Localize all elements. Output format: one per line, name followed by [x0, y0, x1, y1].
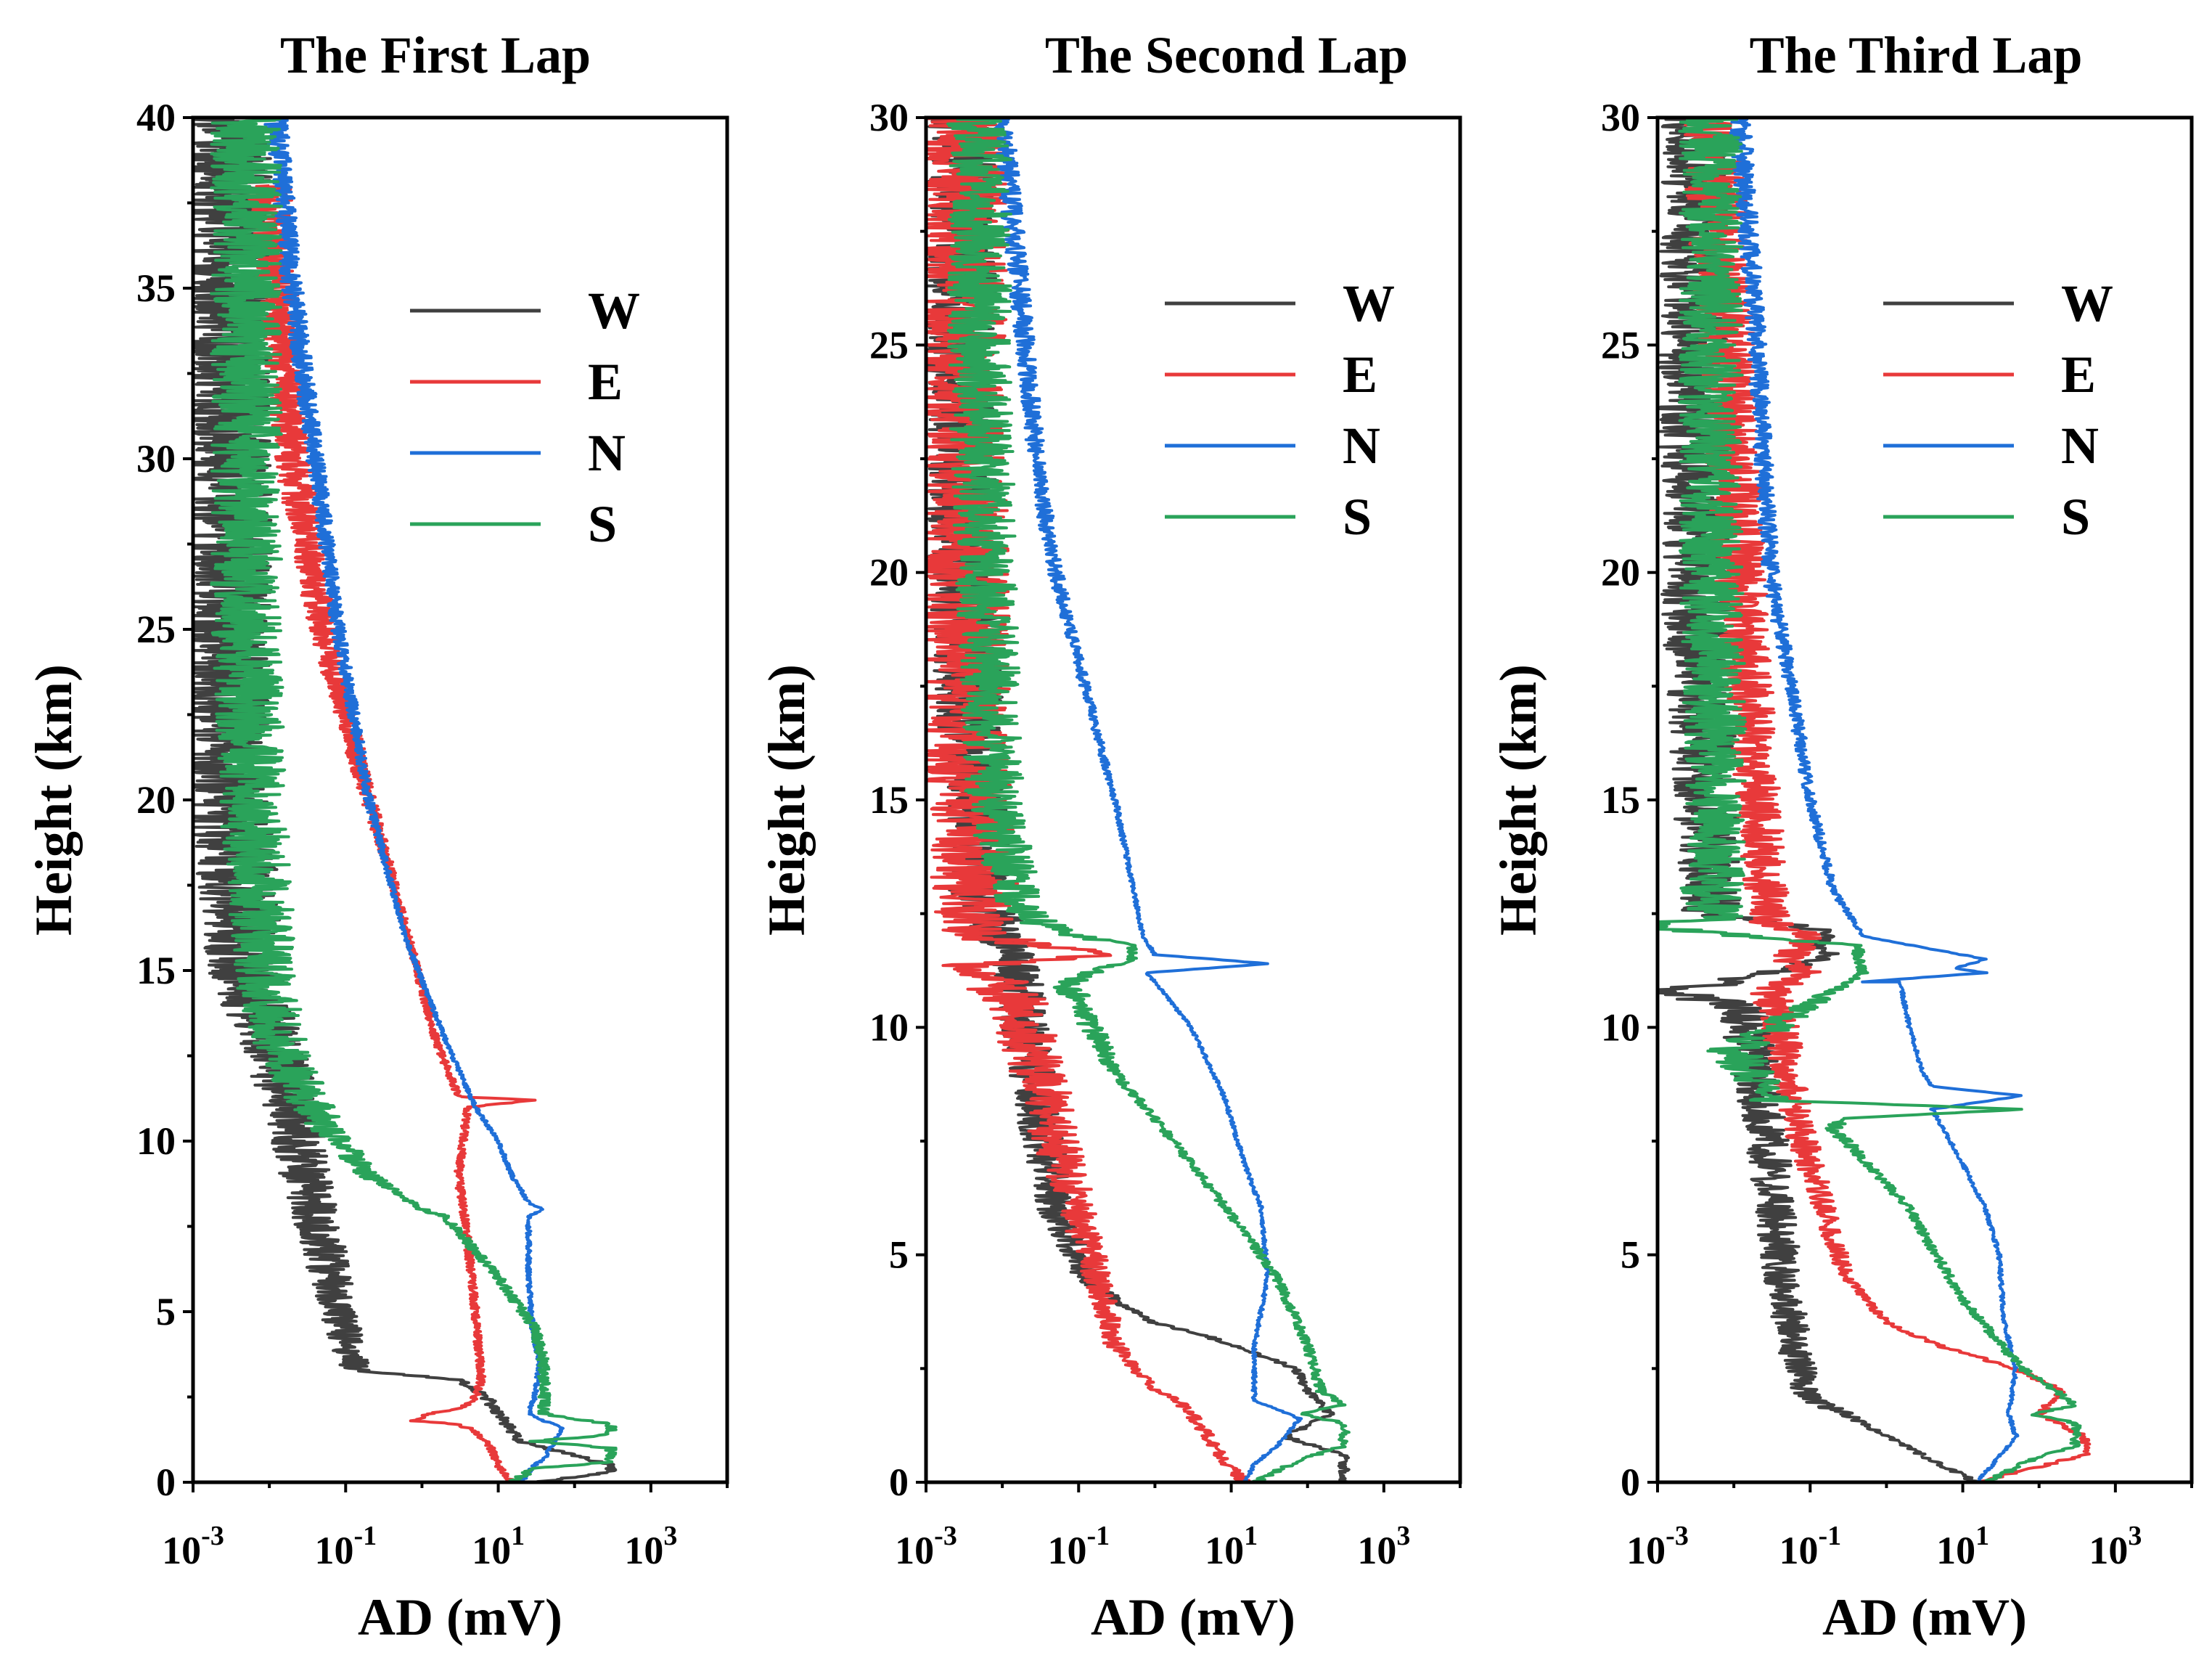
y-tick-label: 20: [136, 778, 176, 822]
series-line-S: [210, 118, 618, 1482]
x-axis-label: AD (mV): [1822, 1588, 2027, 1646]
legend-label-E: E: [1343, 346, 1377, 404]
y-tick-label: 0: [156, 1460, 176, 1504]
series-line-N: [263, 118, 565, 1482]
panel-2: The Second Lap 0 5 10 15 20 25 30 10-3 10-1 101 103…: [758, 26, 1462, 1646]
y-tick-label: 0: [1621, 1460, 1640, 1504]
y-tick-label: 5: [156, 1290, 176, 1333]
legend-label-S: S: [588, 495, 617, 553]
x-tick-label: 10-3: [895, 1521, 957, 1572]
legend-label-E: E: [2061, 346, 2096, 404]
legend-label-N: N: [588, 424, 626, 482]
x-tick-label: 10-1: [1779, 1521, 1841, 1572]
legend-label-W: W: [1343, 274, 1395, 332]
y-tick-label: 15: [869, 778, 909, 822]
x-tick-label: 10-1: [1047, 1521, 1110, 1572]
y-tick-label: 30: [136, 437, 176, 481]
legend-label-S: S: [1343, 488, 1372, 546]
y-tick-label: 25: [869, 323, 909, 367]
series-group: [1658, 118, 2092, 1482]
legend-label-S: S: [2061, 488, 2090, 546]
y-tick-label: 20: [1601, 551, 1640, 594]
x-tick-label: 101: [1205, 1521, 1258, 1572]
chart-title: The First Lap: [280, 26, 591, 84]
y-tick-label: 25: [136, 608, 176, 651]
y-tick-label: 0: [889, 1460, 909, 1504]
y-tick-label: 10: [869, 1005, 909, 1049]
series-line-W: [1658, 118, 1980, 1482]
panel-1: The First Lap 0 5 10 15 20 25 30 35 40 10-3 10-1 101…: [25, 26, 729, 1646]
y-tick-label: 15: [136, 949, 176, 992]
y-tick-label: 35: [136, 266, 176, 310]
chart-title: The Third Lap: [1750, 26, 2083, 84]
y-tick-label: 15: [1601, 778, 1640, 822]
x-tick-label: 103: [624, 1521, 677, 1572]
chart-title: The Second Lap: [1045, 26, 1408, 84]
x-tick-label: 10-3: [162, 1521, 224, 1572]
series-line-W: [193, 118, 618, 1482]
legend-label-N: N: [1343, 417, 1380, 475]
series-line-N: [1729, 118, 2023, 1482]
y-axis-label: Height (km): [758, 664, 816, 936]
x-tick-label: 101: [472, 1521, 525, 1572]
x-tick-label: 101: [1936, 1521, 1989, 1572]
y-tick-label: 25: [1601, 323, 1640, 367]
x-tick-label: 103: [1357, 1521, 1410, 1572]
y-axis-label: Height (km): [25, 664, 83, 936]
y-axis-label: Height (km): [1489, 664, 1547, 936]
series-line-E: [1684, 118, 2092, 1482]
x-axis-label: AD (mV): [1091, 1588, 1295, 1646]
y-tick-label: 5: [889, 1233, 909, 1277]
series-group: [926, 118, 1351, 1482]
panel-3: The Third Lap 0 5 10 15 20 25 30 10-3 10-1 101 103 A…: [1489, 26, 2194, 1646]
y-tick-label: 20: [869, 551, 909, 594]
legend-label-E: E: [588, 353, 623, 411]
series-group: [193, 118, 618, 1482]
legend-label-N: N: [2061, 417, 2099, 475]
y-tick-label: 30: [869, 96, 909, 139]
y-tick-label: 5: [1621, 1233, 1640, 1277]
series-line-N: [990, 118, 1303, 1482]
y-tick-label: 10: [1601, 1005, 1640, 1049]
y-tick-label: 30: [1601, 96, 1640, 139]
legend-label-W: W: [2061, 274, 2113, 332]
x-tick-label: 10-3: [1626, 1521, 1689, 1572]
x-tick-label: 103: [2089, 1521, 2142, 1572]
y-tick-label: 40: [136, 96, 176, 139]
legend-label-W: W: [588, 282, 640, 340]
y-tick-label: 10: [136, 1119, 176, 1163]
series-line-S: [946, 118, 1351, 1482]
x-tick-label: 10-1: [314, 1521, 377, 1572]
series-line-S: [1658, 118, 2082, 1482]
x-axis-label: AD (mV): [358, 1588, 562, 1646]
